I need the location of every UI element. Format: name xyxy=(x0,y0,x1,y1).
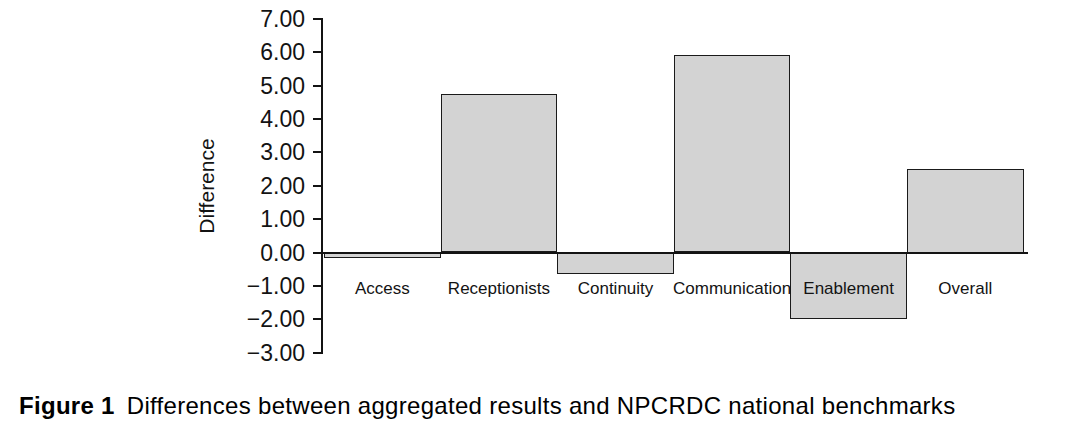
category-label: Communication xyxy=(673,279,791,299)
bar-overall xyxy=(907,169,1024,253)
y-tick-label: −1.00 xyxy=(247,272,305,299)
bar-continuity xyxy=(557,253,674,275)
y-tick-label: 4.00 xyxy=(260,105,305,132)
y-axis-title: Difference xyxy=(195,138,219,233)
y-tick-label: 2.00 xyxy=(260,172,305,199)
bar-receptionists xyxy=(441,94,558,253)
y-tick-label: 0.00 xyxy=(260,239,305,266)
y-tick-label: 6.00 xyxy=(260,39,305,66)
y-tick-label: 7.00 xyxy=(260,5,305,32)
y-axis-line xyxy=(321,18,323,354)
category-label: Access xyxy=(355,279,410,299)
y-tick-label: 5.00 xyxy=(260,72,305,99)
y-tick-label: −2.00 xyxy=(247,306,305,333)
y-tick-label: 3.00 xyxy=(260,139,305,166)
category-label: Receptionists xyxy=(448,279,550,299)
y-tick-label: −3.00 xyxy=(247,339,305,366)
category-label: Overall xyxy=(938,279,992,299)
figure-caption: Figure 1 Differences between aggregated r… xyxy=(19,392,955,420)
figure-caption-label: Figure 1 xyxy=(19,392,115,419)
bar-communication xyxy=(674,55,791,252)
bar-chart: 7.00 6.00 5.00 4.00 3.00 2.00 1.00 0.00 −1.00 −2.… xyxy=(0,0,1070,436)
figure-caption-text: Differences between aggregated results a… xyxy=(127,392,956,419)
x-baseline xyxy=(321,252,1028,254)
category-label: Continuity xyxy=(578,279,654,299)
y-tick-label: 1.00 xyxy=(260,206,305,233)
category-label: Enablement xyxy=(803,279,894,299)
figure-panel: 7.00 6.00 5.00 4.00 3.00 2.00 1.00 0.00 −1.00 −2.… xyxy=(0,0,1070,436)
